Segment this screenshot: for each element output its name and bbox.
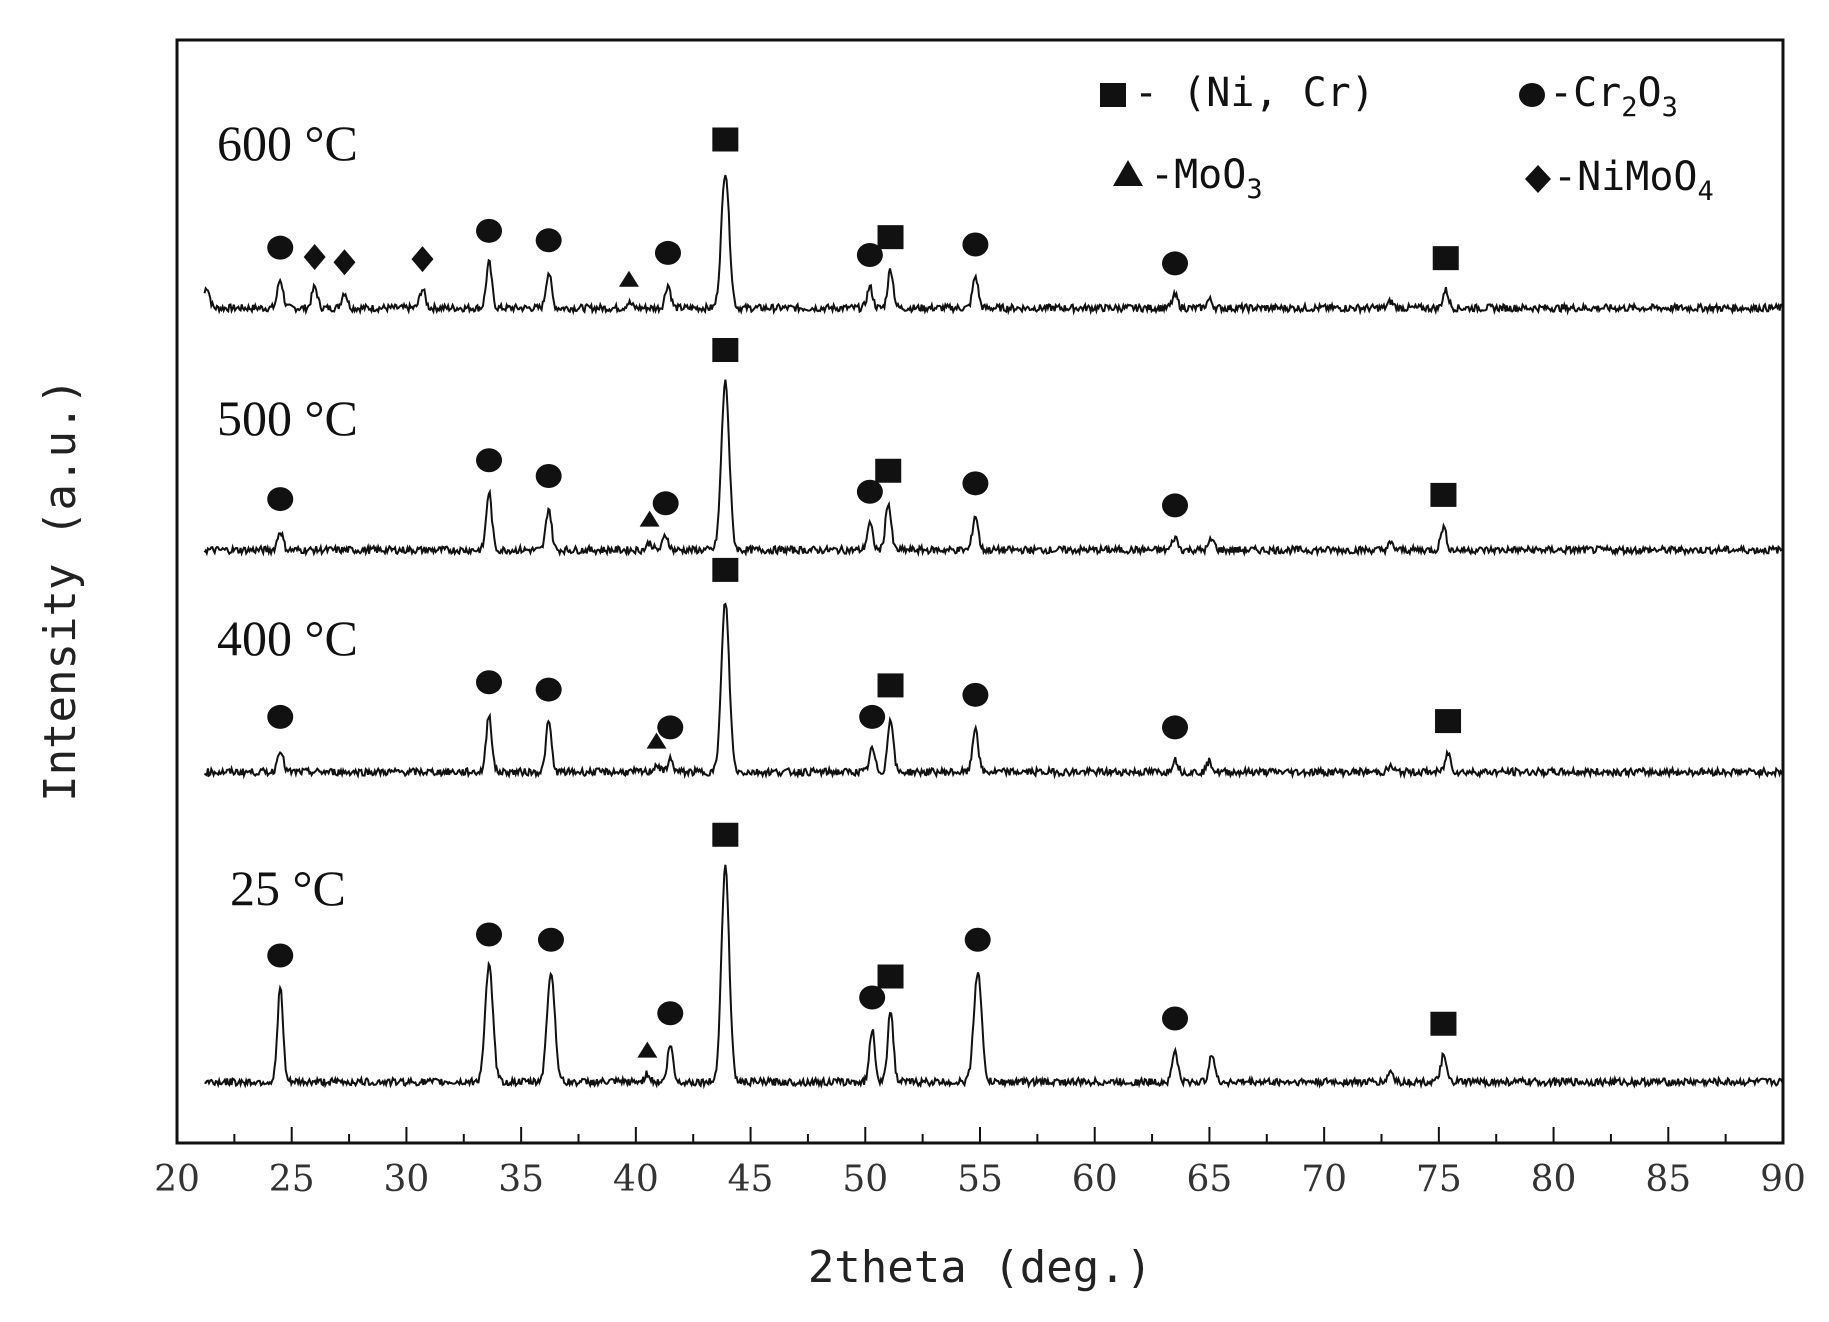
cr2o3-marker <box>654 240 681 265</box>
x-tick-label: 90 <box>1760 1159 1806 1200</box>
nimoo4-marker <box>411 246 434 273</box>
cr2o3-marker <box>856 479 883 504</box>
legend-label: -NiMoO4 <box>1553 154 1714 207</box>
cr2o3-marker <box>267 704 294 729</box>
cr2o3-marker <box>476 448 503 473</box>
series-labels: 600 °C 500 °C 400 °C 25 °C <box>217 115 358 916</box>
cr2o3-marker <box>859 704 886 729</box>
cr2o3-marker <box>535 464 562 488</box>
series-label: 600 °C <box>217 115 358 171</box>
ni-cr-marker <box>877 225 904 250</box>
ni-cr-marker <box>1430 482 1457 507</box>
x-tick-label: 60 <box>1072 1159 1118 1200</box>
x-tick-label: 35 <box>498 1159 544 1200</box>
cr2o3-marker <box>859 985 886 1010</box>
cr2o3-marker <box>652 491 679 516</box>
x-tick-label: 40 <box>613 1159 659 1200</box>
series-label: 500 °C <box>217 390 358 446</box>
cr2o3-marker <box>1162 715 1189 740</box>
xrd-curve <box>203 602 1784 780</box>
phase-markers <box>267 127 1462 1058</box>
cr2o3-marker <box>962 471 989 496</box>
cr2o3-marker <box>476 670 503 695</box>
cr2o3-marker <box>657 715 684 740</box>
xrd-curve <box>204 864 1784 1090</box>
x-tick-label: 30 <box>384 1159 430 1200</box>
cr2o3-marker <box>535 677 562 702</box>
cr2o3-marker <box>476 922 503 947</box>
x-axis-title: 2theta (deg.) <box>808 1242 1152 1293</box>
cr2o3-marker <box>267 235 294 260</box>
cr2o3-marker <box>962 682 989 707</box>
moo3-marker <box>637 1041 658 1058</box>
cr2o3-marker <box>476 218 503 243</box>
cr2o3-marker <box>1162 251 1189 276</box>
legend-square-icon <box>1100 83 1126 107</box>
legend: - (Ni, Cr) -Cr2O3 -MoO3 -NiMoO4 <box>1100 70 1714 207</box>
cr2o3-marker <box>962 232 989 257</box>
ni-cr-marker <box>1435 709 1462 734</box>
moo3-marker <box>618 270 639 287</box>
cr2o3-marker <box>964 927 991 952</box>
cr2o3-marker <box>267 943 294 968</box>
legend-triangle-icon <box>1113 160 1143 186</box>
legend-label: -MoO3 <box>1150 152 1263 205</box>
moo3-marker <box>646 732 667 749</box>
xrd-curve <box>203 379 1784 558</box>
ni-cr-marker <box>875 458 902 483</box>
ni-cr-marker <box>712 557 739 582</box>
cr2o3-marker <box>1162 1006 1189 1031</box>
x-tick-label: 20 <box>154 1159 200 1200</box>
x-tick-label: 75 <box>1416 1159 1462 1200</box>
ni-cr-marker <box>877 964 904 989</box>
x-tick-label: 70 <box>1301 1159 1347 1200</box>
x-tick-label: 65 <box>1187 1159 1233 1200</box>
legend-label: - (Ni, Cr) <box>1134 70 1375 116</box>
y-axis-title: Intensity (a.u.) <box>35 378 86 802</box>
x-tick-label: 85 <box>1645 1159 1691 1200</box>
moo3-marker <box>639 510 660 527</box>
legend-circle-icon <box>1519 83 1545 107</box>
series-label: 400 °C <box>217 610 358 666</box>
x-axis: 20 25 30 35 40 45 50 55 60 65 70 75 80 85 90 <box>154 1127 1806 1200</box>
nimoo4-marker <box>333 249 356 276</box>
ni-cr-marker <box>1430 1011 1457 1036</box>
x-tick-label: 45 <box>728 1159 774 1200</box>
cr2o3-marker <box>267 487 294 512</box>
x-tick-label: 55 <box>957 1159 1003 1200</box>
ni-cr-marker <box>877 673 904 698</box>
x-tick-label: 80 <box>1531 1159 1577 1200</box>
series-label: 25 °C <box>230 860 346 916</box>
nimoo4-marker <box>303 244 326 270</box>
xrd-curve <box>203 174 1784 316</box>
legend-label: -Cr2O3 <box>1549 70 1678 123</box>
pattern-curves <box>203 174 1784 1090</box>
legend-diamond-icon <box>1525 165 1551 193</box>
x-tick-label: 50 <box>842 1159 888 1200</box>
ni-cr-marker <box>712 338 739 362</box>
x-tick-label: 25 <box>269 1159 315 1200</box>
ni-cr-marker <box>712 822 739 847</box>
cr2o3-marker <box>537 927 564 952</box>
ni-cr-marker <box>1432 246 1459 271</box>
cr2o3-marker <box>856 243 883 267</box>
cr2o3-marker <box>657 1001 684 1026</box>
cr2o3-marker <box>535 228 562 253</box>
cr2o3-marker <box>1162 493 1189 518</box>
ni-cr-marker <box>712 127 739 152</box>
